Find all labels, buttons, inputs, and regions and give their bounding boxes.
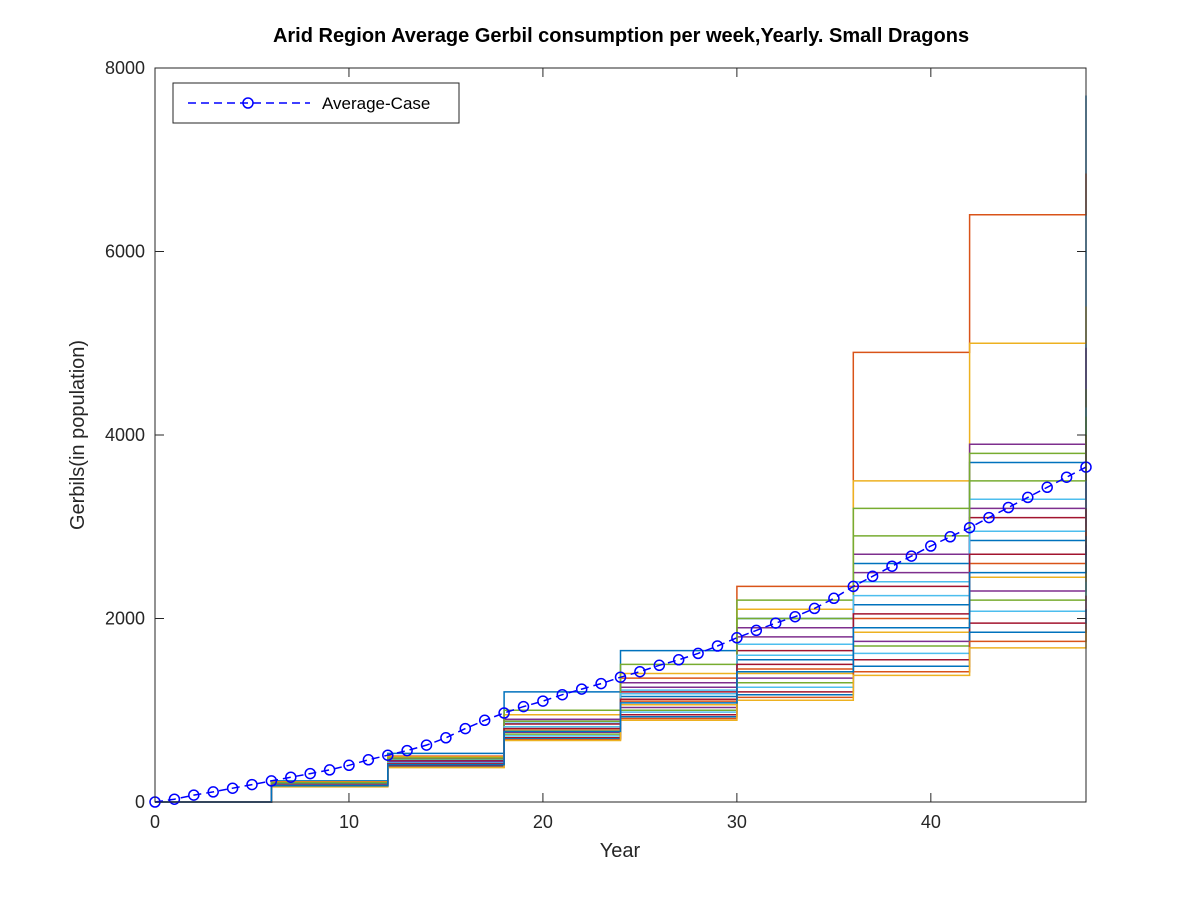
y-axis-label: Gerbils(in population) [67, 340, 89, 530]
average-case-point [420, 739, 433, 751]
x-tick-label: 20 [533, 812, 553, 832]
average-case-point [478, 714, 491, 727]
chart-title: Arid Region Average Gerbil consumption p… [273, 25, 969, 47]
average-case-point [246, 778, 258, 791]
x-axis-ticks: 0 10 20 30 40 [150, 68, 941, 832]
average-case-point [1022, 491, 1034, 504]
average-case-point [168, 793, 181, 805]
y-tick-label: 6000 [105, 242, 145, 262]
average-case-point [692, 647, 704, 660]
average-case-point [382, 749, 394, 761]
x-axis-label: Year [600, 840, 641, 862]
average-case-point [362, 754, 375, 766]
average-case-point [517, 700, 530, 713]
average-case-point [459, 722, 472, 735]
average-case-point [207, 786, 219, 798]
average-case-point [575, 683, 588, 695]
average-case-point [343, 759, 355, 772]
x-tick-label: 0 [150, 812, 160, 832]
x-tick-label: 40 [921, 812, 941, 832]
y-tick-label: 0 [135, 792, 145, 812]
y-axis-ticks: 0 2000 4000 6000 8000 [105, 58, 1086, 812]
average-case-point [537, 695, 549, 707]
legend-entry-average-case: Average-Case [322, 94, 430, 113]
average-case-series [149, 461, 1092, 808]
average-case-point [1002, 501, 1015, 514]
average-case-point [595, 677, 607, 690]
simulation-lines [155, 95, 1087, 803]
average-case-point [634, 665, 646, 678]
average-case-point [769, 617, 782, 629]
average-case-point [983, 511, 995, 524]
average-case-point [944, 531, 956, 543]
simulation-line [155, 416, 1087, 803]
average-case-point [556, 688, 569, 701]
average-case-point [731, 632, 743, 644]
average-case-line [154, 466, 1087, 803]
average-case-point [866, 570, 879, 583]
average-case-point [285, 771, 297, 783]
legend-marker [242, 97, 254, 109]
average-case-point [440, 732, 452, 744]
y-tick-label: 2000 [105, 609, 145, 629]
average-case-point [808, 602, 821, 615]
average-case-point [323, 764, 336, 776]
y-tick-label: 8000 [105, 58, 145, 78]
average-case-point [963, 521, 976, 534]
legend: Average-Case [172, 82, 460, 124]
average-case-point [905, 550, 918, 562]
average-case-point [789, 610, 801, 623]
x-tick-label: 30 [727, 812, 747, 832]
average-case-point [828, 592, 840, 605]
average-case-point [226, 782, 239, 794]
average-case-point [672, 654, 685, 666]
average-case-point [925, 540, 937, 552]
average-case-point [1041, 481, 1053, 494]
y-tick-label: 4000 [105, 425, 145, 445]
average-case-point [614, 671, 627, 683]
average-case-point [653, 659, 666, 672]
x-tick-label: 10 [339, 812, 359, 832]
average-case-point [498, 707, 510, 719]
average-case-point [711, 640, 724, 652]
average-case-point [750, 624, 763, 637]
average-case-point [847, 580, 860, 593]
average-case-point [1060, 471, 1073, 483]
simulation-line [155, 535, 1087, 803]
average-case-point [188, 789, 200, 801]
average-case-point [401, 744, 413, 757]
average-case-point [304, 767, 316, 780]
average-case-point [886, 560, 898, 572]
average-case-point [265, 775, 278, 787]
